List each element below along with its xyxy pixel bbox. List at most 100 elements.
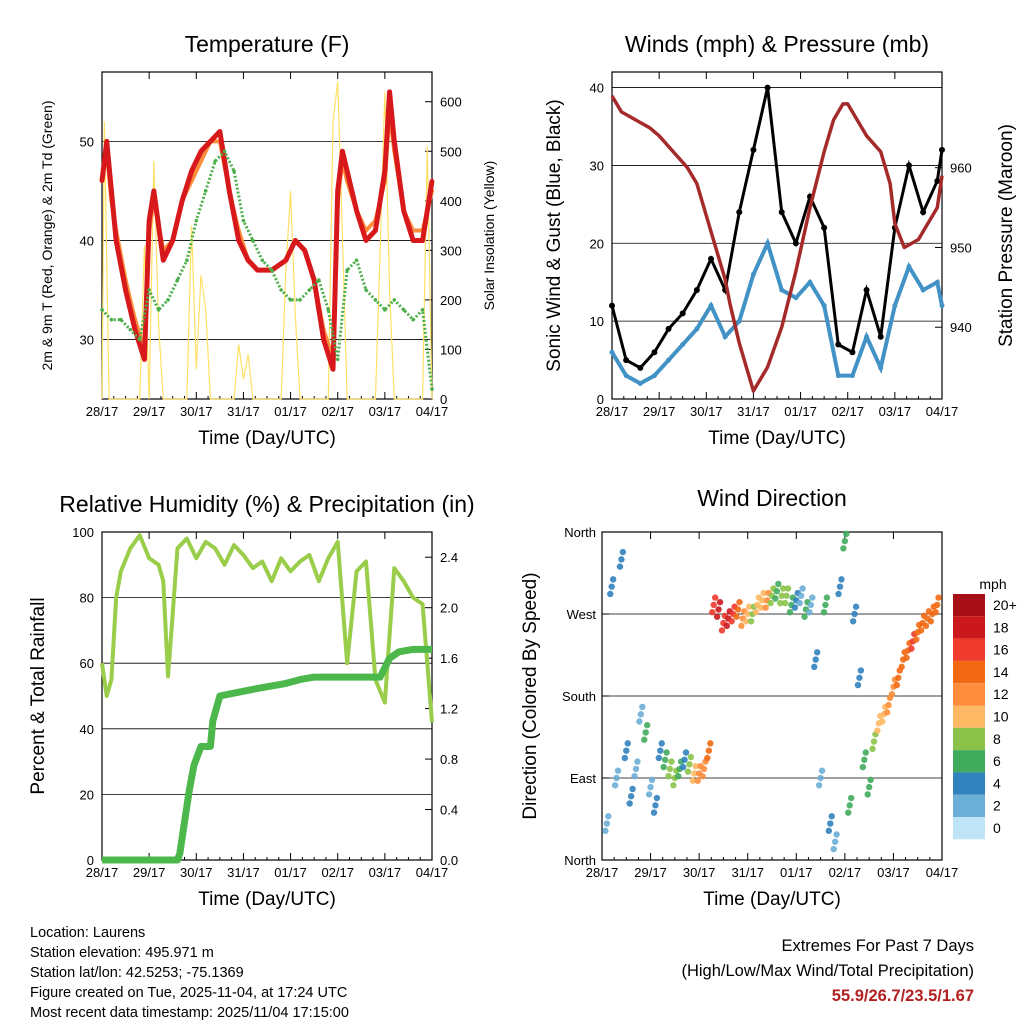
sonic-wind-point: [892, 303, 898, 309]
gust-point: [623, 357, 630, 364]
gust-point: [609, 302, 615, 309]
direction-point: [687, 753, 695, 761]
gust-point: [920, 209, 927, 216]
x-tick-label: 30/17: [683, 865, 716, 880]
y-right-tick-label: 500: [440, 144, 462, 159]
direction-point: [836, 583, 844, 590]
sonic-wind-point: [694, 326, 700, 332]
y-right-tick-label: 2.4: [440, 550, 458, 565]
direction-point: [783, 592, 790, 599]
direction-point: [772, 595, 779, 602]
colorbar-label: 6: [993, 753, 1001, 769]
y-right-axis-label: Solar Insolation (Yellow): [481, 161, 497, 311]
temp-2m-point: [420, 238, 425, 243]
temp-2m-point: [401, 208, 406, 213]
direction-point: [629, 785, 636, 793]
x-tick-label: 31/17: [227, 404, 260, 419]
sonic-wind-point: [934, 279, 940, 285]
created-text: Figure created on Tue, 2025-11-04, at 17…: [30, 985, 348, 1001]
temp-2m-line: [99, 89, 435, 372]
x-tick-label: 29/17: [634, 865, 667, 880]
colorbar-swatch: [953, 817, 985, 840]
direction-point: [777, 599, 784, 607]
temp-2m-point: [410, 238, 416, 243]
colorbar-swatch: [953, 683, 985, 706]
direction-point: [760, 589, 767, 597]
direction-point: [898, 663, 905, 671]
direction-point: [691, 770, 698, 777]
direction-point: [605, 813, 612, 820]
direction-point: [675, 772, 682, 780]
direction-point: [660, 763, 667, 771]
y-tick-label: 30: [590, 158, 604, 173]
gust-point: [863, 287, 870, 293]
direction-point: [652, 802, 659, 809]
direction-point: [838, 576, 845, 583]
dewpoint-2m-point: [364, 288, 368, 292]
direction-point: [843, 530, 850, 538]
direction-point: [775, 580, 782, 588]
gust-point: [835, 341, 842, 348]
direction-point: [743, 618, 750, 625]
direction-point: [859, 763, 867, 771]
direction-point: [799, 585, 806, 592]
y-axis-label: Direction (Colored By Speed): [520, 572, 541, 819]
direction-point: [917, 627, 925, 634]
direction-point: [815, 782, 823, 789]
y-right-tick-label: 1.6: [440, 651, 458, 666]
sonic-wind-point: [849, 373, 855, 379]
temp-2m-point: [429, 178, 435, 184]
direction-point: [626, 800, 633, 807]
x-axis-label: Time (Day/UTC): [708, 428, 846, 449]
temp-2m-point: [198, 149, 204, 154]
dewpoint-2m-point: [411, 317, 415, 322]
colorbar-label: 4: [993, 775, 1001, 791]
latlon-text: Station lat/lon: 42.5253; -75.1369: [30, 965, 244, 981]
direction-point: [619, 548, 627, 556]
sonic-wind-point: [835, 373, 841, 379]
direction-point: [694, 777, 701, 784]
x-tick-label: 02/17: [831, 404, 864, 419]
temp-2m-point: [227, 188, 232, 194]
temp-2m-point: [255, 267, 260, 273]
direction-point: [857, 667, 865, 674]
colorbar-swatch: [953, 794, 985, 817]
direction-point: [835, 590, 842, 598]
speed-colorbar: mph 20+ 18 16 14 12 10 8 6 4 2 0: [953, 576, 1017, 840]
x-tick-label: 02/17: [829, 865, 862, 880]
sonic-wind-point: [651, 373, 657, 379]
temp-2m-point: [363, 238, 369, 243]
sonic-wind-point: [920, 287, 926, 293]
x-tick-label: 04/17: [416, 404, 449, 419]
dewpoint-2m-point: [100, 308, 104, 312]
direction-point: [809, 594, 816, 601]
y-right-tick-label: 200: [440, 293, 462, 308]
dewpoint-2m-point: [213, 159, 217, 163]
x-tick-label: 03/17: [879, 404, 912, 419]
panel-3: Relative Humidity (%) & Precipitation (i…: [28, 491, 475, 910]
x-axis-label: Time (Day/UTC): [703, 889, 841, 910]
direction-point: [636, 718, 643, 725]
direction-point: [830, 845, 837, 853]
direction-point: [734, 606, 742, 613]
direction-point: [650, 809, 658, 816]
x-tick-label: 29/17: [133, 865, 166, 880]
temp-2m-point: [392, 139, 397, 144]
gust-point: [792, 240, 799, 247]
direction-point: [773, 588, 781, 595]
direction-point: [801, 613, 808, 620]
colorbar-label: 18: [993, 619, 1009, 635]
dewpoint-2m-point: [156, 308, 161, 312]
temp-2m-point: [161, 258, 166, 263]
y-right-tick-label: 2.0: [440, 601, 458, 616]
y-right-tick-label: 960: [950, 161, 972, 176]
dewpoint-2m-point: [251, 238, 255, 243]
x-tick-label: 28/17: [586, 865, 619, 880]
temp-2m-point: [387, 89, 392, 95]
direction-point: [935, 594, 942, 601]
dewpoint-2m-point: [185, 258, 189, 263]
gust-point: [750, 146, 757, 153]
y-right-tick-label: 400: [440, 194, 462, 209]
direction-point: [927, 618, 935, 625]
x-axis-label: Time (Day/UTC): [198, 889, 336, 910]
